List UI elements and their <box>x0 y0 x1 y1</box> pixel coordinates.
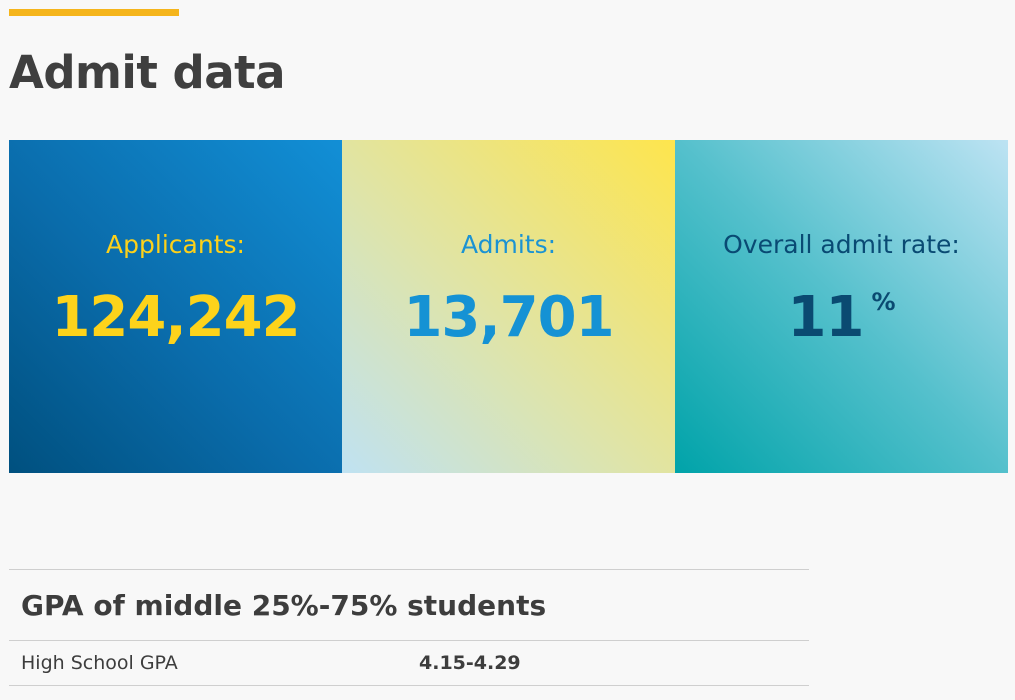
gpa-table-header-row: GPA of middle 25%-75% students <box>9 569 809 641</box>
admits-value: 13,701 <box>403 285 614 350</box>
stats-panel: Applicants: 124,242 Admits: 13,701 Overa… <box>9 140 1008 473</box>
admits-stat-card: Admits: 13,701 <box>342 140 675 473</box>
applicants-stat-card: Applicants: 124,242 <box>9 140 342 473</box>
admit-rate-stat-card: Overall admit rate: 11% <box>675 140 1008 473</box>
percent-sign: % <box>871 288 896 316</box>
applicants-label: Applicants: <box>106 230 245 259</box>
gpa-table: GPA of middle 25%-75% students High Scho… <box>9 569 809 686</box>
admit-rate-number: 11 <box>787 285 865 350</box>
accent-bar <box>9 9 179 16</box>
gpa-row-label: High School GPA <box>9 640 419 686</box>
gpa-table-heading: GPA of middle 25%-75% students <box>9 569 809 641</box>
applicants-value: 124,242 <box>51 285 300 350</box>
table-row: High School GPA 4.15-4.29 <box>9 640 809 686</box>
page-title: Admit data <box>9 46 286 99</box>
admit-rate-label: Overall admit rate: <box>723 230 960 259</box>
admits-label: Admits: <box>460 230 557 259</box>
admit-rate-value: 11% <box>675 290 1008 346</box>
gpa-row-value: 4.15-4.29 <box>419 640 809 686</box>
